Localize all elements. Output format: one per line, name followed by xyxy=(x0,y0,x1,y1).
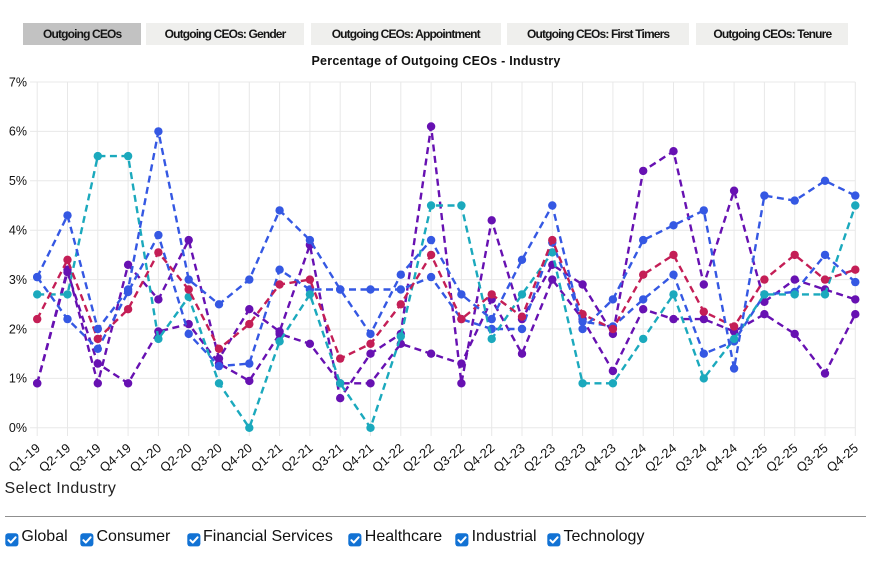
svg-text:3%: 3% xyxy=(9,273,27,287)
svg-text:Q4-21: Q4-21 xyxy=(339,440,377,475)
svg-text:Q1-22: Q1-22 xyxy=(369,440,407,475)
svg-text:0%: 0% xyxy=(9,421,27,435)
svg-text:Q1-25: Q1-25 xyxy=(733,440,771,475)
svg-text:Q4-25: Q4-25 xyxy=(824,440,862,475)
svg-text:Q3-22: Q3-22 xyxy=(430,440,468,475)
svg-text:Q1-20: Q1-20 xyxy=(127,440,165,475)
svg-text:1%: 1% xyxy=(9,372,27,386)
svg-text:Q2-23: Q2-23 xyxy=(521,440,559,475)
svg-text:Q4-24: Q4-24 xyxy=(702,440,740,475)
svg-text:Q1-23: Q1-23 xyxy=(490,440,528,475)
svg-text:Q4-22: Q4-22 xyxy=(460,440,498,475)
svg-text:Q4-20: Q4-20 xyxy=(218,440,256,475)
svg-text:Q2-22: Q2-22 xyxy=(399,440,437,475)
svg-text:6%: 6% xyxy=(9,125,27,139)
svg-text:7%: 7% xyxy=(9,75,27,89)
svg-text:Q4-23: Q4-23 xyxy=(581,440,619,475)
svg-text:Q1-19: Q1-19 xyxy=(5,440,43,475)
svg-text:5%: 5% xyxy=(9,174,27,188)
svg-text:Q3-25: Q3-25 xyxy=(793,440,831,475)
svg-text:Q2-20: Q2-20 xyxy=(157,440,195,475)
svg-text:4%: 4% xyxy=(9,224,27,238)
svg-text:Q3-23: Q3-23 xyxy=(551,440,589,475)
svg-text:Q2-24: Q2-24 xyxy=(642,440,680,475)
svg-text:Q3-19: Q3-19 xyxy=(66,440,104,475)
svg-text:Q4-19: Q4-19 xyxy=(96,440,134,475)
svg-text:Q2-25: Q2-25 xyxy=(763,440,801,475)
svg-text:Q2-21: Q2-21 xyxy=(278,440,316,475)
svg-text:Q2-19: Q2-19 xyxy=(36,440,74,475)
svg-text:Q1-24: Q1-24 xyxy=(611,440,649,475)
svg-text:Q1-21: Q1-21 xyxy=(248,440,286,475)
svg-text:2%: 2% xyxy=(9,322,27,336)
svg-text:Q3-20: Q3-20 xyxy=(187,440,225,475)
svg-text:Q3-24: Q3-24 xyxy=(672,440,710,475)
svg-text:Q3-21: Q3-21 xyxy=(308,440,346,475)
